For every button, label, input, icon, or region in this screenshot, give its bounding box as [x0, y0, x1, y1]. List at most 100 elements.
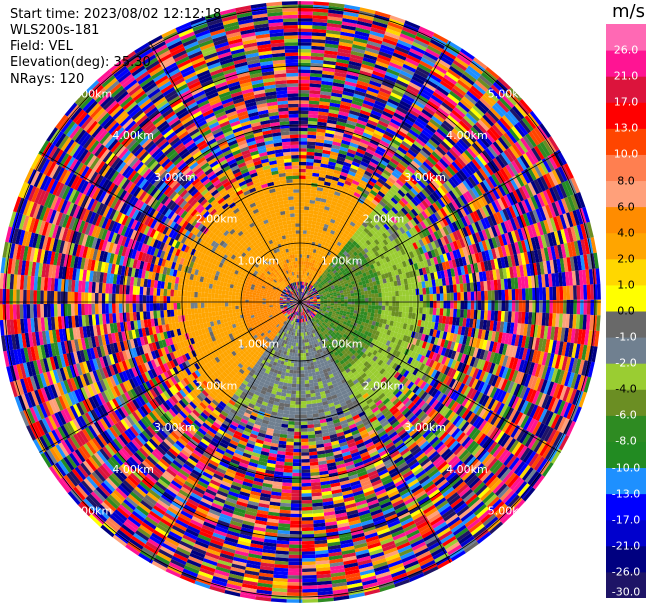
velocity-cell — [309, 297, 313, 299]
velocity-cell — [385, 296, 389, 302]
velocity-cell — [388, 306, 393, 311]
velocity-cell — [488, 87, 502, 100]
velocity-cell — [481, 240, 488, 251]
velocity-cell — [401, 260, 407, 268]
velocity-cell — [310, 286, 314, 290]
velocity-cell — [325, 36, 340, 42]
velocity-cell — [339, 273, 345, 278]
velocity-cell — [356, 119, 368, 126]
velocity-cell — [355, 254, 361, 260]
velocity-cell — [346, 290, 351, 295]
velocity-cell — [349, 142, 359, 149]
velocity-cell — [311, 35, 326, 40]
velocity-cell — [424, 235, 431, 244]
velocity-cell — [503, 92, 517, 106]
velocity-cell — [351, 218, 358, 225]
velocity-cell — [487, 249, 494, 260]
velocity-cell — [464, 149, 475, 161]
velocity-cell — [471, 142, 483, 155]
velocity-cell — [369, 30, 385, 38]
velocity-cell — [383, 107, 395, 116]
velocity-cell — [298, 42, 312, 46]
velocity-cell — [336, 258, 341, 263]
velocity-cell — [377, 265, 383, 271]
velocity-cell — [464, 93, 477, 105]
velocity-cell — [326, 26, 342, 32]
velocity-cell — [298, 110, 309, 115]
velocity-cell — [298, 100, 309, 104]
velocity-cell — [523, 226, 531, 240]
velocity-cell — [397, 268, 403, 275]
velocity-cell — [397, 285, 402, 291]
velocity-cell — [499, 168, 510, 181]
velocity-cell — [538, 207, 547, 221]
velocity-cell — [310, 69, 323, 74]
velocity-cell — [508, 300, 512, 312]
velocity-cell — [314, 284, 318, 289]
velocity-cell — [409, 295, 413, 302]
velocity-cell — [497, 223, 505, 235]
velocity-cell — [298, 96, 310, 101]
velocity-cell — [440, 140, 452, 151]
velocity-cell — [476, 183, 486, 195]
velocity-cell — [423, 186, 432, 196]
velocity-cell — [357, 227, 364, 233]
velocity-cell — [298, 137, 308, 142]
velocity-cell — [297, 1, 314, 5]
velocity-cell — [360, 204, 368, 211]
velocity-cell — [360, 288, 365, 292]
velocity-cell — [408, 81, 422, 91]
velocity-cell — [474, 252, 481, 263]
velocity-cell — [506, 193, 515, 206]
velocity-cell — [439, 254, 445, 263]
velocity-cell — [387, 261, 393, 267]
velocity-cell — [330, 277, 335, 282]
velocity-cell — [371, 247, 377, 253]
velocity-cell — [509, 108, 522, 122]
velocity-cell — [362, 132, 373, 139]
velocity-cell — [405, 57, 420, 67]
velocity-cell — [336, 281, 341, 285]
velocity-cell — [468, 273, 474, 283]
velocity-cell — [422, 54, 437, 64]
velocity-cell — [302, 233, 307, 238]
velocity-cell — [550, 246, 557, 260]
velocity-cell — [323, 265, 328, 270]
velocity-cell — [400, 97, 413, 106]
velocity-cell — [553, 245, 560, 260]
velocity-cell — [310, 299, 314, 301]
velocity-cell — [381, 207, 389, 215]
velocity-cell — [315, 264, 319, 269]
velocity-cell — [377, 142, 388, 151]
velocity-cell — [408, 129, 420, 138]
velocity-cell — [442, 253, 449, 262]
velocity-cell — [349, 287, 354, 291]
velocity-cell — [338, 251, 344, 256]
velocity-cell — [407, 108, 420, 118]
velocity-cell — [329, 266, 334, 271]
velocity-cell — [436, 145, 447, 156]
velocity-cell — [315, 281, 320, 285]
velocity-cell — [355, 229, 362, 236]
velocity-cell — [333, 75, 346, 81]
velocity-cell — [520, 252, 526, 265]
velocity-cell — [452, 250, 459, 260]
velocity-cell — [347, 224, 354, 230]
velocity-cell — [374, 305, 379, 310]
velocity-cell — [342, 165, 351, 171]
velocity-cell — [315, 257, 320, 262]
velocity-cell — [334, 131, 344, 137]
velocity-cell — [410, 126, 422, 136]
velocity-cell — [337, 153, 347, 159]
velocity-cell — [442, 285, 447, 294]
velocity-cell — [354, 304, 359, 308]
velocity-cell — [517, 201, 526, 215]
velocity-cell — [357, 262, 362, 268]
velocity-cell — [320, 91, 332, 96]
velocity-cell — [306, 254, 310, 259]
velocity-cell — [491, 173, 501, 186]
velocity-cell — [522, 300, 526, 312]
velocity-cell — [412, 216, 420, 225]
velocity-cell — [471, 222, 479, 234]
velocity-cell — [321, 260, 326, 265]
